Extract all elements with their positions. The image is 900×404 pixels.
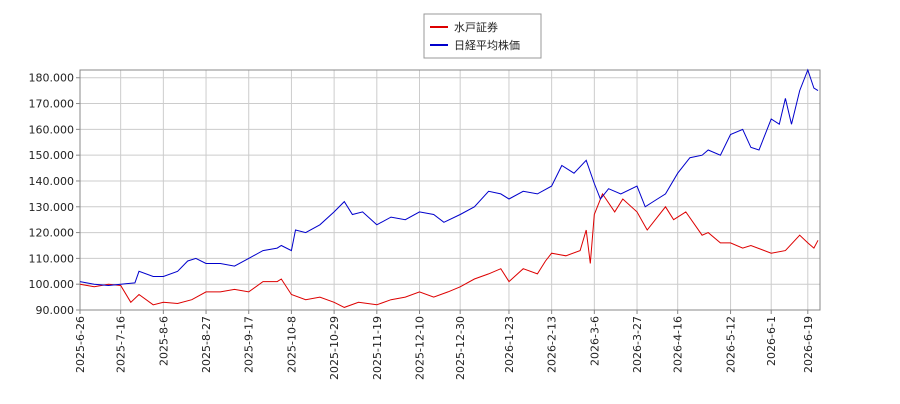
legend-label: 水戸証券 xyxy=(454,20,498,34)
x-tick-label: 2025-12-10 xyxy=(414,316,427,380)
y-tick-label: 100.000 xyxy=(29,278,75,291)
x-tick-label: 2026-1-23 xyxy=(503,316,516,373)
x-tick-label: 2026-5-12 xyxy=(725,316,738,373)
x-tick-label: 2026-4-16 xyxy=(672,316,685,373)
series-line xyxy=(79,192,819,308)
x-tick-label: 2025-7-16 xyxy=(115,316,128,373)
x-tick-label: 2025-10-8 xyxy=(285,316,298,373)
x-tick-label: 2025-8-27 xyxy=(200,316,213,373)
x-tick-label: 2025-11-19 xyxy=(371,316,384,380)
x-tick-label: 2025-10-29 xyxy=(328,316,341,380)
legend-box xyxy=(423,13,542,59)
y-tick-label: 130.000 xyxy=(29,201,75,214)
x-tick-label: 2026-2-13 xyxy=(546,316,559,373)
y-tick-label: 180.000 xyxy=(29,72,75,85)
x-tick-label: 2026-6-1 xyxy=(765,316,778,366)
series-line xyxy=(79,68,819,287)
x-tick-label: 2025-9-17 xyxy=(243,316,256,373)
y-tick-label: 150.000 xyxy=(29,149,75,162)
x-tick-label: 2025-12-30 xyxy=(454,316,467,380)
y-tick-label: 90.000 xyxy=(36,304,75,317)
x-tick-label: 2026-6-19 xyxy=(802,316,815,373)
y-tick-label: 160.000 xyxy=(29,123,75,136)
y-tick-label: 170.000 xyxy=(29,98,75,111)
legend-label: 日経平均株価 xyxy=(454,38,520,52)
x-tick-label: 2026-3-6 xyxy=(588,316,601,366)
y-tick-label: 110.000 xyxy=(29,252,75,265)
y-tick-label: 140.000 xyxy=(29,175,75,188)
x-tick-label: 2025-6-26 xyxy=(74,316,87,373)
plot-frame xyxy=(79,69,821,311)
y-tick-label: 120.000 xyxy=(29,227,75,240)
x-tick-label: 2025-8-6 xyxy=(157,316,170,366)
x-tick-label: 2026-3-27 xyxy=(631,316,644,373)
